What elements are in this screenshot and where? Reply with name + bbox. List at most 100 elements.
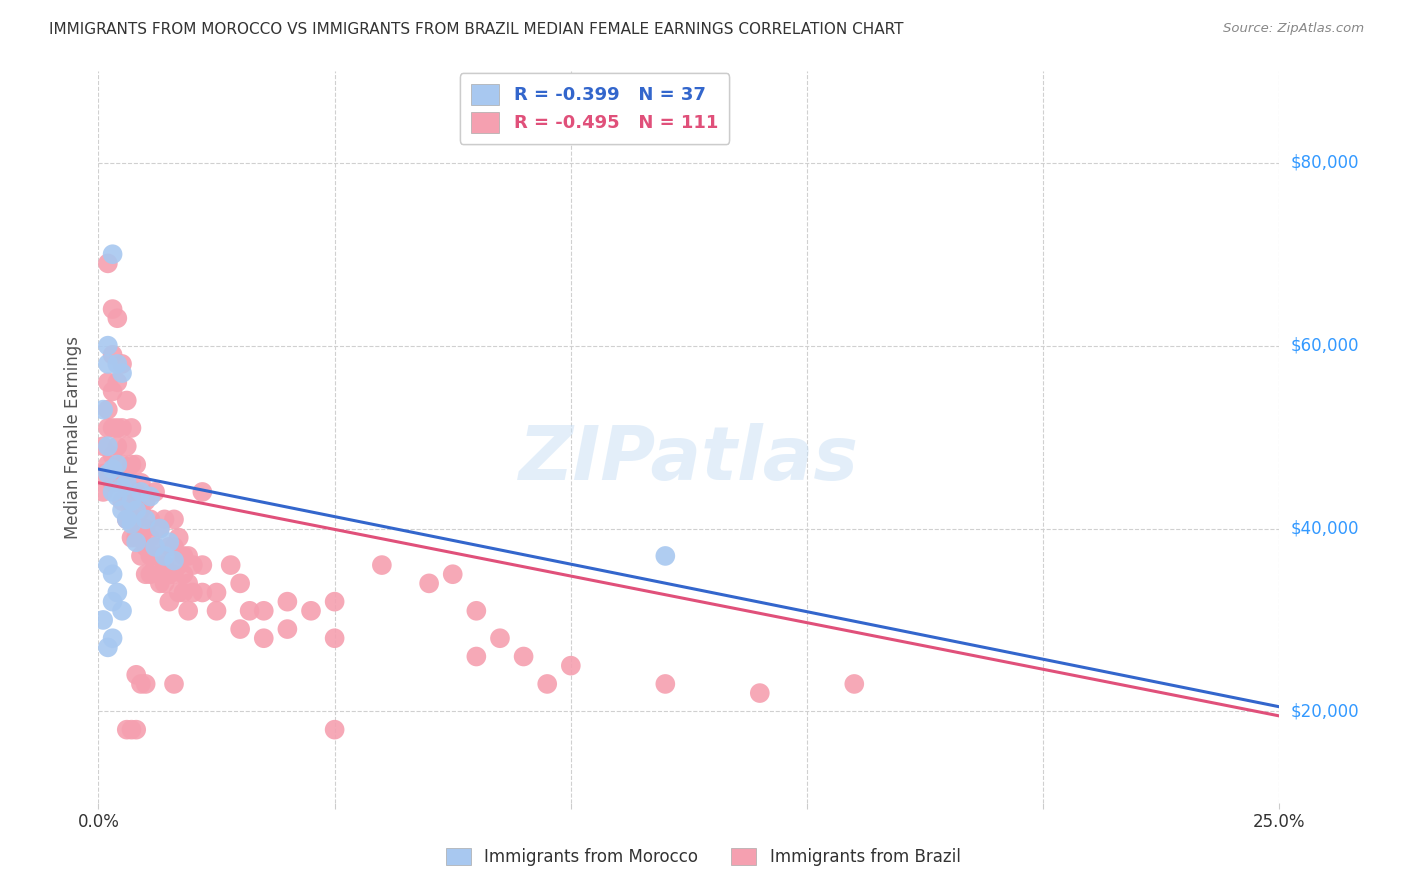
Point <box>149 549 172 563</box>
Point <box>167 531 190 545</box>
Point <box>115 439 138 453</box>
Point <box>536 677 558 691</box>
Point <box>91 439 114 453</box>
Point <box>135 540 157 554</box>
Point <box>101 567 124 582</box>
Text: $60,000: $60,000 <box>1291 336 1360 355</box>
Point <box>105 421 128 435</box>
Point <box>101 484 124 499</box>
Point <box>125 503 148 517</box>
Point <box>111 357 134 371</box>
Point <box>229 622 252 636</box>
Point <box>111 604 134 618</box>
Point <box>121 512 143 526</box>
Point <box>163 512 186 526</box>
Point <box>121 516 143 531</box>
Point <box>111 480 134 494</box>
Point <box>139 567 162 582</box>
Point <box>125 667 148 681</box>
Point <box>253 631 276 645</box>
Point <box>239 604 262 618</box>
Point <box>654 677 676 691</box>
Point <box>748 686 770 700</box>
Point <box>97 256 120 270</box>
Point <box>560 658 582 673</box>
Point <box>129 531 152 545</box>
Point <box>153 558 176 573</box>
Point <box>101 384 124 399</box>
Point <box>157 535 180 549</box>
Point <box>105 439 128 453</box>
Point <box>149 576 172 591</box>
Point <box>143 558 166 573</box>
Point <box>276 622 298 636</box>
Point <box>163 553 186 567</box>
Point <box>489 631 512 645</box>
Point <box>139 512 162 526</box>
Point <box>125 458 148 472</box>
Point <box>143 540 166 554</box>
Point <box>97 338 120 352</box>
Point <box>111 494 134 508</box>
Point <box>465 604 488 618</box>
Point <box>111 458 134 472</box>
Point <box>121 458 143 472</box>
Point <box>163 567 186 582</box>
Point <box>172 585 194 599</box>
Point <box>157 567 180 582</box>
Point <box>323 631 346 645</box>
Point <box>167 585 190 599</box>
Text: IMMIGRANTS FROM MOROCCO VS IMMIGRANTS FROM BRAZIL MEDIAN FEMALE EARNINGS CORRELA: IMMIGRANTS FROM MOROCCO VS IMMIGRANTS FR… <box>49 22 904 37</box>
Text: ZIPatlas: ZIPatlas <box>519 423 859 496</box>
Point <box>105 357 128 371</box>
Point <box>97 558 120 573</box>
Point <box>253 604 276 618</box>
Point <box>111 503 134 517</box>
Point <box>101 462 124 476</box>
Point <box>167 558 190 573</box>
Point <box>153 512 176 526</box>
Point <box>135 521 157 535</box>
Point <box>97 439 120 453</box>
Point <box>97 640 120 655</box>
Text: $20,000: $20,000 <box>1291 702 1360 721</box>
Point <box>121 484 143 499</box>
Legend: Immigrants from Morocco, Immigrants from Brazil: Immigrants from Morocco, Immigrants from… <box>437 840 969 875</box>
Point <box>181 558 204 573</box>
Point <box>139 490 162 504</box>
Point <box>299 604 322 618</box>
Point <box>115 393 138 408</box>
Point <box>125 484 148 499</box>
Point <box>153 576 176 591</box>
Point <box>101 631 124 645</box>
Point <box>121 421 143 435</box>
Point <box>101 247 124 261</box>
Point <box>105 311 128 326</box>
Text: $80,000: $80,000 <box>1291 153 1360 172</box>
Point <box>129 475 152 490</box>
Point <box>105 585 128 599</box>
Point <box>97 375 120 389</box>
Point <box>129 503 152 517</box>
Point <box>135 512 157 526</box>
Point <box>115 475 138 490</box>
Point <box>125 531 148 545</box>
Point <box>129 677 152 691</box>
Point <box>157 540 180 554</box>
Point <box>512 649 534 664</box>
Point <box>149 521 172 535</box>
Point <box>115 494 138 508</box>
Point <box>323 723 346 737</box>
Point <box>163 677 186 691</box>
Point <box>97 458 120 472</box>
Point <box>111 421 134 435</box>
Point <box>654 549 676 563</box>
Point <box>163 540 186 554</box>
Point <box>105 375 128 389</box>
Point <box>125 512 148 526</box>
Point <box>205 604 228 618</box>
Point <box>115 467 138 481</box>
Point <box>91 402 114 417</box>
Point <box>121 723 143 737</box>
Point <box>115 723 138 737</box>
